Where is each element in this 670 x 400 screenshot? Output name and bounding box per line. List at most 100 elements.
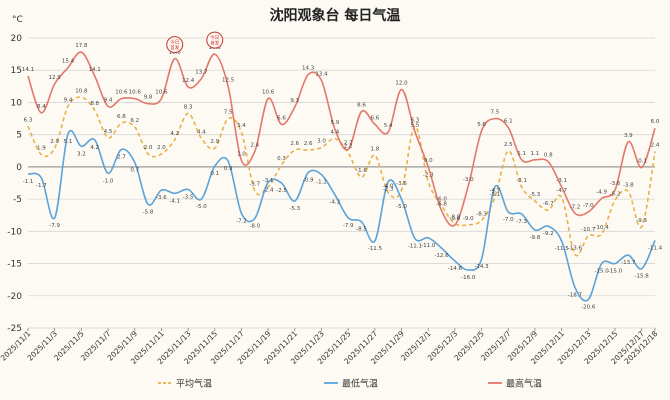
data-label-max: -7.2 [570, 204, 581, 210]
data-label-min: -3.5 [183, 194, 194, 200]
data-label-mean: 4.2 [170, 131, 179, 137]
data-label-mean: -3.1 [516, 178, 527, 184]
x-axis-ticks: 2025/11/12025/11/32025/11/52025/11/72025… [0, 329, 660, 366]
data-label-max: 0.0 [424, 158, 433, 164]
data-label-max: 13.4 [315, 72, 328, 78]
data-label-mean: 1.9 [37, 146, 46, 152]
data-label-mean: -13.6 [568, 246, 583, 252]
data-label-min: -5.0 [196, 204, 207, 210]
data-label-max: -3.0 [463, 177, 474, 183]
data-label-mean: -8.3 [476, 211, 487, 217]
data-label-max: 5.5 [410, 122, 419, 128]
y-tick-label: -5 [13, 195, 22, 205]
stamp-text: 首发 [210, 40, 219, 47]
data-label-min: 0.9 [224, 166, 233, 172]
data-label-mean: 2.9 [50, 139, 59, 145]
data-label-mean: -4.0 [383, 184, 394, 190]
data-label-max: 9.8 [144, 95, 153, 101]
data-label-max: 0.8 [544, 153, 553, 159]
data-label-mean: -10.7 [581, 227, 596, 233]
data-label-max: 1.1 [531, 151, 540, 157]
data-label-max: 15.4 [62, 59, 75, 65]
data-label-max: -6.8 [436, 202, 447, 208]
data-label-max: -3.6 [610, 181, 621, 187]
data-label-mean: -4.7 [556, 188, 567, 194]
data-label-min: -9.8 [530, 235, 541, 241]
stamp-seal [166, 36, 184, 54]
data-label-max: -3.1 [556, 178, 567, 184]
data-label-max: 10.6 [115, 90, 128, 96]
data-label-max: 10.6 [262, 90, 275, 96]
data-label-max: 14.1 [89, 67, 101, 73]
data-label-max: 10.6 [155, 90, 168, 96]
data-label-mean: 10.8 [75, 88, 88, 94]
data-label-max: 14.3 [302, 66, 315, 72]
data-label-max: 9.4 [104, 97, 113, 103]
data-label-min: -2.3 [383, 187, 394, 193]
data-label-min: -7.9 [49, 223, 60, 229]
data-label-mean: -3.7 [249, 182, 260, 188]
y-tick-label: -25 [7, 324, 22, 334]
data-label-mean: -8.8 [450, 215, 461, 221]
data-label-min: -11.5 [368, 246, 383, 252]
series-line-max [27, 51, 656, 227]
data-label-max: 6.0 [651, 119, 660, 125]
stamp-seal [206, 31, 224, 49]
data-label-max: 12.0 [395, 81, 408, 87]
data-label-min: 0.7 [130, 167, 139, 173]
data-label-mean: 2.0 [144, 145, 153, 151]
data-label-min: -14.3 [474, 264, 489, 270]
data-label-max: 6.1 [504, 119, 513, 125]
y-tick-label: 0 [16, 163, 22, 173]
data-label-min: -4.3 [329, 200, 340, 206]
data-label-mean: 6.3 [410, 117, 419, 123]
data-label-mean: 2.5 [504, 142, 513, 148]
data-label-max: 13.7 [195, 70, 208, 76]
data-label-min: -4.1 [169, 198, 180, 204]
data-label-max: 2.4 [250, 142, 259, 148]
data-label-max: 5.4 [384, 123, 393, 129]
data-label-min: -5.8 [143, 209, 154, 215]
data-label-max: 12.5 [222, 77, 235, 83]
data-label-mean: -5.3 [530, 192, 541, 198]
stamp-text: 首发 [170, 44, 179, 51]
data-label-mean: 2.6 [290, 141, 299, 147]
stamp-text: 今日 [170, 39, 179, 46]
y-tick-label: 15 [11, 66, 22, 76]
data-label-min: -15.0 [608, 269, 623, 275]
data-label-min: -1.0 [103, 178, 114, 184]
legend-item-mean: 平均气温 [176, 378, 212, 390]
data-label-min: -13.7 [621, 260, 636, 266]
data-label-mean: 4.5 [104, 129, 113, 135]
data-label-max: 9.3 [290, 98, 299, 104]
data-label-max: -7.0 [583, 203, 594, 209]
data-label-min: -7.9 [343, 223, 354, 229]
data-label-mean: -5.2 [610, 191, 621, 197]
data-label-mean: 4.4 [197, 130, 206, 136]
data-label-max: 5.9 [330, 120, 339, 126]
data-label-mean: -3.6 [396, 181, 407, 187]
data-label-min: -5.3 [289, 206, 300, 212]
data-label-min: -7.3 [516, 219, 527, 225]
y-axis-ticks: 20 15 10 5 0 -5 -10 -15 -20 -25 [7, 34, 22, 334]
data-label-min: -2.5 [276, 188, 287, 194]
data-label-mean: 1.8 [370, 146, 379, 152]
data-label-min: -14.6 [448, 266, 463, 272]
chart-title: 沈阳观象台 每日气温 [270, 7, 401, 24]
data-label-mean: 8.8 [90, 101, 99, 107]
data-label-mean: -2.3 [423, 173, 434, 179]
legend-item-min: 最低气温 [342, 378, 378, 390]
data-label-mean: 6.2 [130, 118, 139, 124]
data-label-max: 6.6 [370, 115, 379, 121]
data-label-min: -0.9 [303, 178, 314, 184]
data-label-min: -11.0 [421, 243, 436, 249]
data-label-min: 4.2 [90, 145, 99, 151]
data-label-min: -1.2 [316, 180, 327, 186]
data-label-mean: 2.6 [304, 141, 313, 147]
data-label-min: 2.7 [117, 154, 126, 160]
data-label-max: 1.0 [237, 151, 246, 157]
y-tick-label: -15 [7, 260, 22, 270]
data-label-min: -9.2 [543, 231, 554, 237]
